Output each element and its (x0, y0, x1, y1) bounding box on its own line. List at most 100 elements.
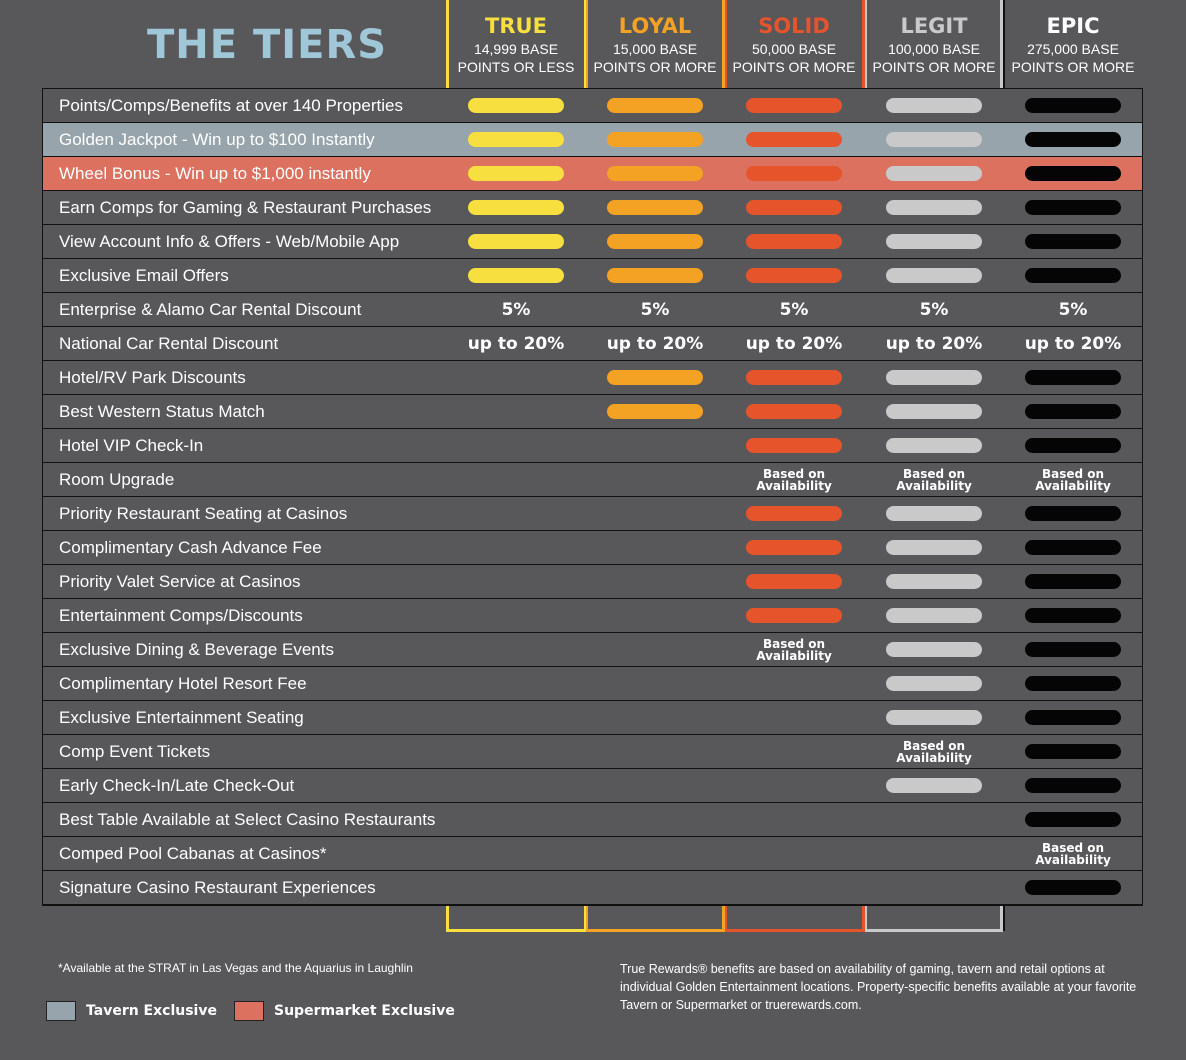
cell-epic (1005, 157, 1141, 190)
included-indicator-solid (746, 608, 842, 623)
cell-loyal (587, 837, 723, 870)
cell-legit (866, 259, 1002, 292)
cell-true (448, 871, 584, 904)
cell-epic (1005, 803, 1141, 836)
cell-legit (866, 395, 1002, 428)
discount-value: up to 20% (885, 333, 983, 354)
tier-name-legit: LEGIT (900, 14, 968, 38)
cell-loyal (587, 191, 723, 224)
benefit-label: Wheel Bonus - Win up to $1,000 instantly (59, 164, 371, 183)
included-indicator-true (468, 200, 564, 215)
benefit-label: Best Western Status Match (59, 402, 265, 421)
cell-solid (726, 837, 862, 870)
cell-legit (866, 667, 1002, 700)
included-indicator-solid (746, 404, 842, 419)
cell-legit: Based on Availability (866, 735, 1002, 768)
table-row: Earn Comps for Gaming & Restaurant Purch… (42, 190, 1143, 224)
cell-legit (866, 497, 1002, 530)
cell-epic (1005, 871, 1141, 904)
availability-note: Based on Availability (756, 638, 832, 662)
cell-true (448, 837, 584, 870)
table-row: Best Western Status Match (42, 394, 1143, 428)
availability-note: Based on Availability (756, 468, 832, 492)
availability-line-2: Availability (1035, 852, 1111, 867)
included-indicator-epic (1025, 404, 1121, 419)
cell-loyal (587, 871, 723, 904)
availability-note: Based on Availability (896, 740, 972, 764)
included-indicator-legit (886, 608, 982, 623)
cell-solid (726, 361, 862, 394)
cell-legit: Based on Availability (866, 463, 1002, 496)
included-indicator-epic (1025, 710, 1121, 725)
cell-loyal (587, 599, 723, 632)
availability-line-2: Availability (896, 478, 972, 493)
included-indicator-loyal (607, 132, 703, 147)
cell-loyal (587, 531, 723, 564)
included-indicator-true (468, 98, 564, 113)
cell-epic (1005, 429, 1141, 462)
included-indicator-loyal (607, 370, 703, 385)
included-indicator-epic (1025, 234, 1121, 249)
cell-epic (1005, 531, 1141, 564)
included-indicator-legit (886, 710, 982, 725)
table-row: View Account Info & Offers - Web/Mobile … (42, 224, 1143, 258)
benefit-label: Entertainment Comps/Discounts (59, 606, 303, 625)
tier-header-legit: LEGIT 100,000 BASE POINTS OR MORE (866, 0, 1002, 931)
cell-loyal (587, 497, 723, 530)
tier-qualifier-true: POINTS OR LESS (457, 59, 575, 75)
cell-true (448, 157, 584, 190)
tavern-swatch (46, 1001, 76, 1021)
cell-legit (866, 871, 1002, 904)
included-indicator-legit (886, 166, 982, 181)
included-indicator-solid (746, 132, 842, 147)
availability-line-2: Availability (1035, 478, 1111, 493)
included-indicator-epic (1025, 676, 1121, 691)
table-row: Signature Casino Restaurant Experiences (42, 870, 1143, 906)
cell-loyal (587, 667, 723, 700)
tier-qualifier-solid: POINTS OR MORE (732, 59, 856, 75)
cell-legit (866, 633, 1002, 666)
cell-solid (726, 497, 862, 530)
cell-loyal (587, 395, 723, 428)
included-indicator-epic (1025, 574, 1121, 589)
included-indicator-solid (746, 506, 842, 521)
included-indicator-solid (746, 370, 842, 385)
cell-solid: 5% (726, 293, 862, 326)
supermarket-legend-label: Supermarket Exclusive (274, 1003, 455, 1019)
included-indicator-legit (886, 574, 982, 589)
included-indicator-solid (746, 200, 842, 215)
tier-points-epic: 275,000 BASE (1027, 41, 1119, 57)
cell-epic (1005, 225, 1141, 258)
cell-solid (726, 803, 862, 836)
cell-true (448, 497, 584, 530)
included-indicator-epic (1025, 642, 1121, 657)
included-indicator-loyal (607, 268, 703, 283)
benefit-label: Complimentary Hotel Resort Fee (59, 674, 307, 693)
cell-legit: 5% (866, 293, 1002, 326)
tier-name-true: TRUE (485, 14, 547, 38)
availability-line-1: Based on (762, 636, 826, 651)
included-indicator-epic (1025, 132, 1121, 147)
included-indicator-epic (1025, 200, 1121, 215)
included-indicator-epic (1025, 880, 1121, 895)
cell-solid (726, 599, 862, 632)
included-indicator-legit (886, 778, 982, 793)
table-row: Comp Event Tickets Based on Availability (42, 734, 1143, 768)
included-indicator-legit (886, 540, 982, 555)
tier-points-true: 14,999 BASE (473, 41, 559, 57)
legend-tavern: Tavern Exclusive (46, 1001, 217, 1021)
included-indicator-legit (886, 642, 982, 657)
discount-value: 5% (919, 299, 949, 320)
discount-value: 5% (640, 299, 670, 320)
cell-true (448, 225, 584, 258)
cell-true (448, 463, 584, 496)
included-indicator-loyal (607, 98, 703, 113)
cell-solid (726, 667, 862, 700)
tier-head-epic: EPIC 275,000 BASE POINTS OR MORE (1005, 12, 1141, 76)
cell-legit (866, 89, 1002, 122)
included-indicator-epic (1025, 166, 1121, 181)
cell-legit (866, 565, 1002, 598)
cell-legit (866, 803, 1002, 836)
included-indicator-legit (886, 268, 982, 283)
table-row: Hotel VIP Check-In (42, 428, 1143, 462)
